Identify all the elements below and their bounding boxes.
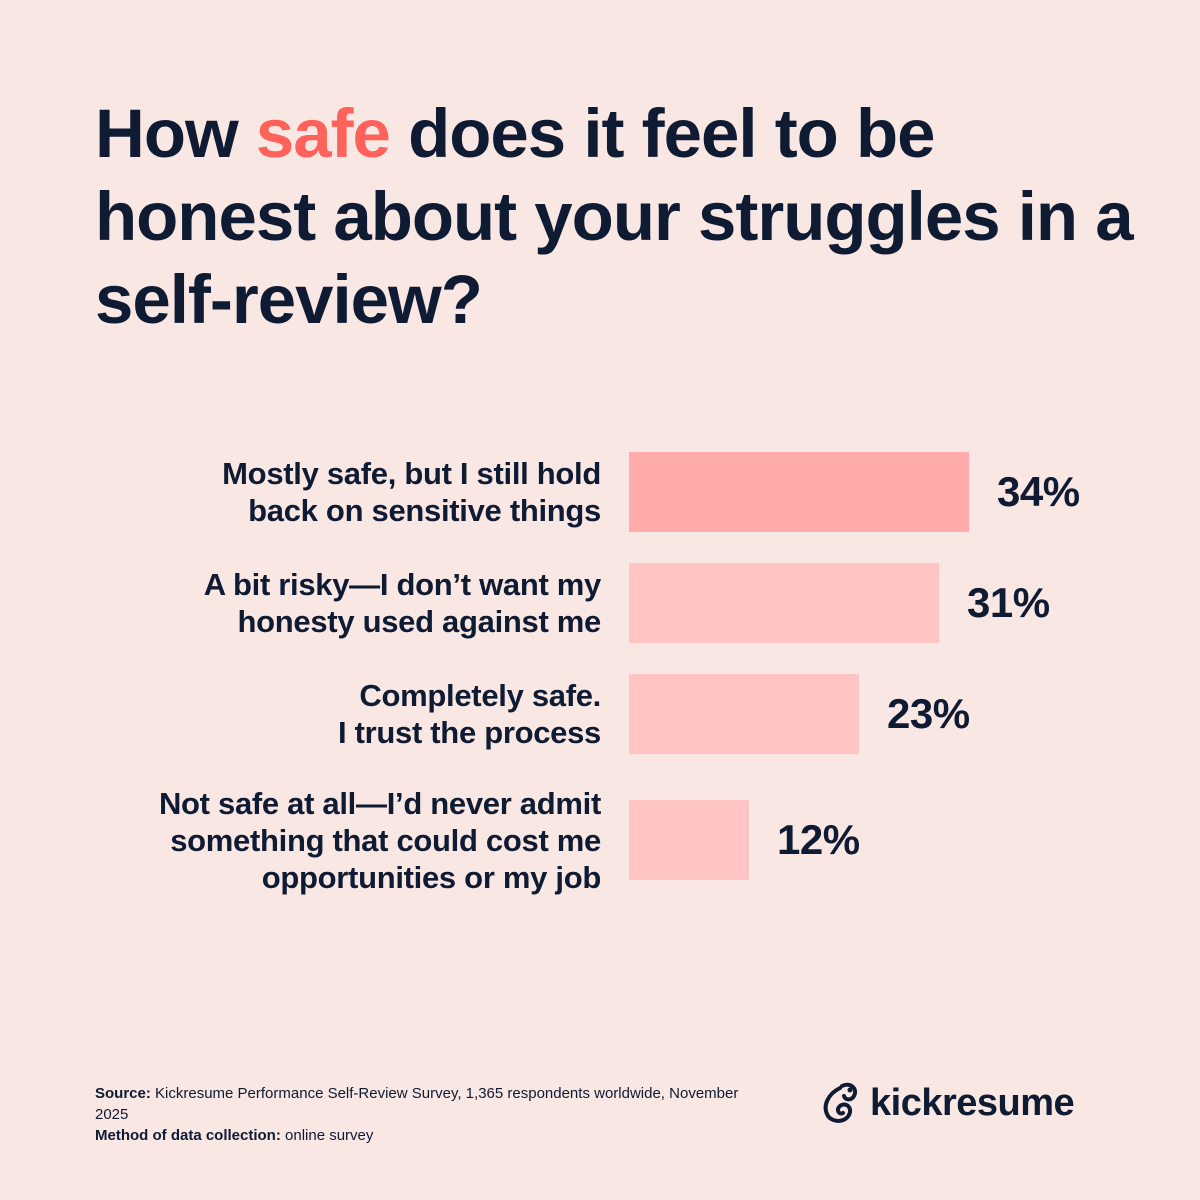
kickresume-logo: kickresume bbox=[820, 1080, 1075, 1126]
title-part: How bbox=[95, 95, 256, 172]
data-label: 23% bbox=[887, 690, 970, 737]
category-label-line: something that could cost me bbox=[170, 822, 601, 858]
bar bbox=[629, 800, 749, 880]
category-label-line: A bit risky—I don’t want my bbox=[203, 567, 602, 602]
category-label: A bit risky—I don’t want my honesty used … bbox=[203, 566, 602, 640]
category-label-line: honesty used against me bbox=[237, 604, 602, 639]
bar bbox=[629, 452, 969, 532]
method-label: Method of data collection: bbox=[95, 1127, 281, 1144]
category-label-line: opportunities or my job bbox=[261, 859, 602, 895]
footer-notes: Source: Kickresume Performance Self-Revi… bbox=[95, 1083, 755, 1146]
category-label-line: I trust the process bbox=[337, 715, 601, 750]
source-text: Kickresume Performance Self-Review Surve… bbox=[95, 1085, 739, 1123]
data-label: 34% bbox=[997, 468, 1080, 515]
category-label-line: Not safe at all—I’d never admit bbox=[158, 785, 601, 821]
bar bbox=[629, 563, 939, 643]
category-label-line: Completely safe. bbox=[359, 678, 601, 713]
method-text: online survey bbox=[280, 1127, 374, 1144]
category-label-line: Mostly safe, but I still hold bbox=[222, 456, 601, 491]
category-label: Completely safe. I trust the process bbox=[338, 677, 601, 751]
chart-title: How safe does it feel to be honest about… bbox=[95, 92, 1145, 341]
data-label: 31% bbox=[967, 579, 1050, 626]
title-part: does it feel to be honest about your str… bbox=[95, 95, 1134, 338]
data-label: 12% bbox=[777, 816, 860, 863]
title-highlight: safe bbox=[255, 95, 391, 172]
kickresume-chameleon-icon bbox=[823, 1082, 857, 1123]
category-label: Not safe at all—I’d never admit something… bbox=[159, 785, 601, 896]
source-label: Source: bbox=[95, 1085, 151, 1102]
bar bbox=[629, 674, 859, 754]
category-label: Mostly safe, but I still hold back on sen… bbox=[222, 455, 601, 529]
logo-text: kickresume bbox=[870, 1081, 1075, 1124]
category-label-line: back on sensitive things bbox=[248, 493, 601, 528]
